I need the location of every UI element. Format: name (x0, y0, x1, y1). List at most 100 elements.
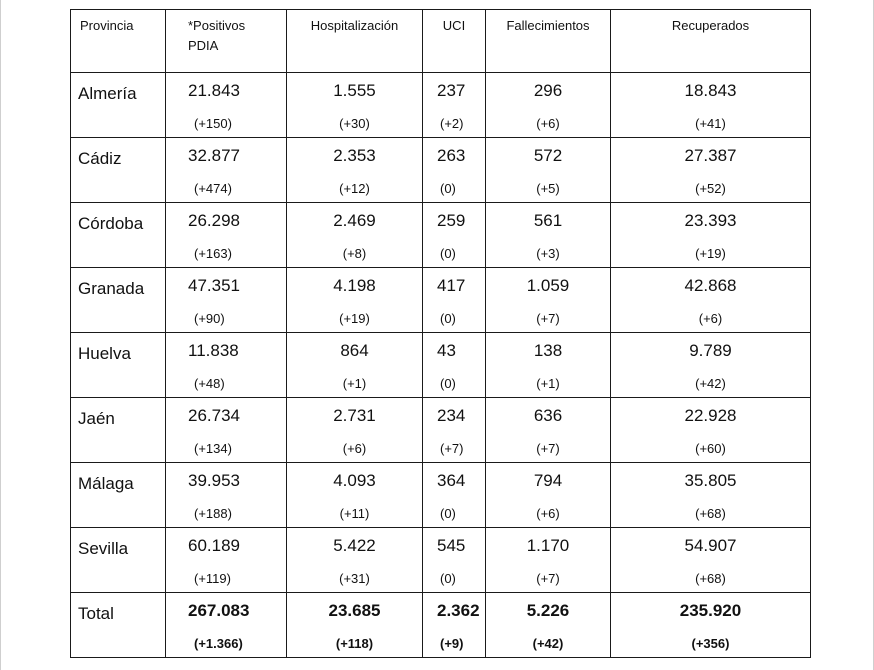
header-cell-positivos: *Positivos PDIA (165, 9, 287, 73)
recuperados-value: 42.868 (684, 276, 737, 295)
province-cell: Granada (70, 267, 166, 333)
positivos-value: 47.351 (188, 276, 240, 295)
hospitalizacion-cell: 864 (+1) (286, 332, 423, 398)
fallecimientos-cell: 572 (+5) (485, 137, 611, 203)
uci-value: 237 (437, 81, 466, 100)
hospitalizacion-delta: (+118) (335, 636, 374, 651)
fallecimientos-cell: 296 (+6) (485, 72, 611, 138)
uci-value: 234 (437, 406, 466, 425)
province-name: Total (78, 604, 114, 623)
recuperados-delta: (+356) (691, 636, 730, 651)
positivos-cell: 267.083 (+1.366) (165, 592, 287, 658)
table-row: Almería 21.843 (+150) 1.555 (+30) 237 (+… (70, 72, 811, 138)
positivos-value: 32.877 (188, 146, 240, 165)
recuperados-delta: (+19) (695, 246, 726, 261)
hospitalizacion-cell: 23.685 (+118) (286, 592, 423, 658)
fallecimientos-value: 5.226 (526, 601, 570, 620)
positivos-cell: 26.298 (+163) (165, 202, 287, 268)
fallecimientos-value: 636 (533, 406, 563, 425)
province-cell: Huelva (70, 332, 166, 398)
recuperados-delta: (+6) (698, 311, 723, 326)
header-cell-fallecimientos: Fallecimientos (485, 9, 611, 73)
positivos-delta: (+90) (194, 311, 225, 326)
uci-cell: 2.362 (+9) (422, 592, 486, 658)
fallecimientos-value: 1.059 (526, 276, 570, 295)
recuperados-cell: 9.789 (+42) (610, 332, 811, 398)
fallecimientos-delta: (+5) (536, 181, 560, 196)
uci-value: 263 (437, 146, 466, 165)
hospitalizacion-cell: 4.093 (+11) (286, 462, 423, 528)
uci-cell: 237 (+2) (422, 72, 486, 138)
recuperados-value: 22.928 (684, 406, 737, 425)
hospitalizacion-delta: (+6) (342, 441, 367, 456)
uci-value: 43 (437, 341, 456, 360)
positivos-cell: 21.843 (+150) (165, 72, 287, 138)
province-name: Cádiz (78, 149, 122, 168)
positivos-value: 26.298 (188, 211, 240, 230)
recuperados-value: 18.843 (684, 81, 737, 100)
hospitalizacion-value: 2.731 (333, 406, 376, 425)
uci-cell: 263 (0) (422, 137, 486, 203)
positivos-delta: (+150) (194, 116, 232, 131)
fallecimientos-value: 794 (533, 471, 563, 490)
recuperados-value: 27.387 (684, 146, 737, 165)
fallecimientos-delta: (+6) (536, 506, 560, 521)
positivos-cell: 32.877 (+474) (165, 137, 287, 203)
uci-cell: 259 (0) (422, 202, 486, 268)
positivos-cell: 11.838 (+48) (165, 332, 287, 398)
header-cell-uci: UCI (422, 9, 486, 73)
positivos-cell: 39.953 (+188) (165, 462, 287, 528)
hospitalizacion-delta: (+31) (339, 571, 370, 586)
header-cell-recuperados: Recuperados (610, 9, 811, 73)
fallecimientos-delta: (+6) (536, 116, 560, 131)
header-cell-provincia: Provincia (70, 9, 166, 73)
fallecimientos-value: 561 (533, 211, 563, 230)
fallecimientos-cell: 1.059 (+7) (485, 267, 611, 333)
hospitalizacion-cell: 2.469 (+8) (286, 202, 423, 268)
positivos-value: 26.734 (188, 406, 240, 425)
table-row: Córdoba 26.298 (+163) 2.469 (+8) 259 (0)… (70, 202, 811, 268)
header-provincia: Provincia (80, 18, 134, 33)
positivos-cell: 60.189 (+119) (165, 527, 287, 593)
uci-value: 364 (437, 471, 466, 490)
table-row: Jaén 26.734 (+134) 2.731 (+6) 234 (+7) 6… (70, 397, 811, 463)
hospitalizacion-value: 864 (340, 341, 369, 360)
hospitalizacion-delta: (+1) (342, 376, 367, 391)
positivos-value: 21.843 (188, 81, 240, 100)
covid-data-table: Provincia *Positivos PDIA Hospitalizació… (70, 9, 811, 658)
recuperados-value: 23.393 (684, 211, 737, 230)
recuperados-value: 54.907 (684, 536, 737, 555)
positivos-value: 11.838 (188, 341, 239, 360)
table-row: Sevilla 60.189 (+119) 5.422 (+31) 545 (0… (70, 527, 811, 593)
province-cell: Córdoba (70, 202, 166, 268)
positivos-value: 267.083 (188, 601, 250, 620)
recuperados-delta: (+52) (695, 181, 726, 196)
header-hospitalizacion: Hospitalización (310, 18, 399, 33)
province-name: Málaga (78, 474, 134, 493)
hospitalizacion-value: 5.422 (333, 536, 376, 555)
uci-cell: 545 (0) (422, 527, 486, 593)
positivos-cell: 47.351 (+90) (165, 267, 287, 333)
uci-delta: (0) (440, 571, 456, 586)
fallecimientos-value: 572 (533, 146, 563, 165)
recuperados-delta: (+68) (695, 506, 726, 521)
recuperados-cell: 54.907 (+68) (610, 527, 811, 593)
fallecimientos-cell: 5.226 (+42) (485, 592, 611, 658)
uci-delta: (+9) (440, 636, 464, 651)
hospitalizacion-value: 1.555 (333, 81, 376, 100)
total-row: Total 267.083 (+1.366) 23.685 (+118) 2.3… (70, 592, 811, 658)
province-cell: Cádiz (70, 137, 166, 203)
recuperados-cell: 42.868 (+6) (610, 267, 811, 333)
positivos-value: 39.953 (188, 471, 240, 490)
positivos-delta: (+188) (194, 506, 232, 521)
hospitalizacion-value: 4.093 (333, 471, 376, 490)
recuperados-cell: 22.928 (+60) (610, 397, 811, 463)
hospitalizacion-cell: 4.198 (+19) (286, 267, 423, 333)
fallecimientos-cell: 561 (+3) (485, 202, 611, 268)
uci-delta: (0) (440, 246, 456, 261)
recuperados-cell: 18.843 (+41) (610, 72, 811, 138)
header-row: Provincia *Positivos PDIA Hospitalizació… (70, 9, 811, 73)
hospitalizacion-delta: (+8) (342, 246, 367, 261)
province-cell: Total (70, 592, 166, 658)
uci-cell: 417 (0) (422, 267, 486, 333)
